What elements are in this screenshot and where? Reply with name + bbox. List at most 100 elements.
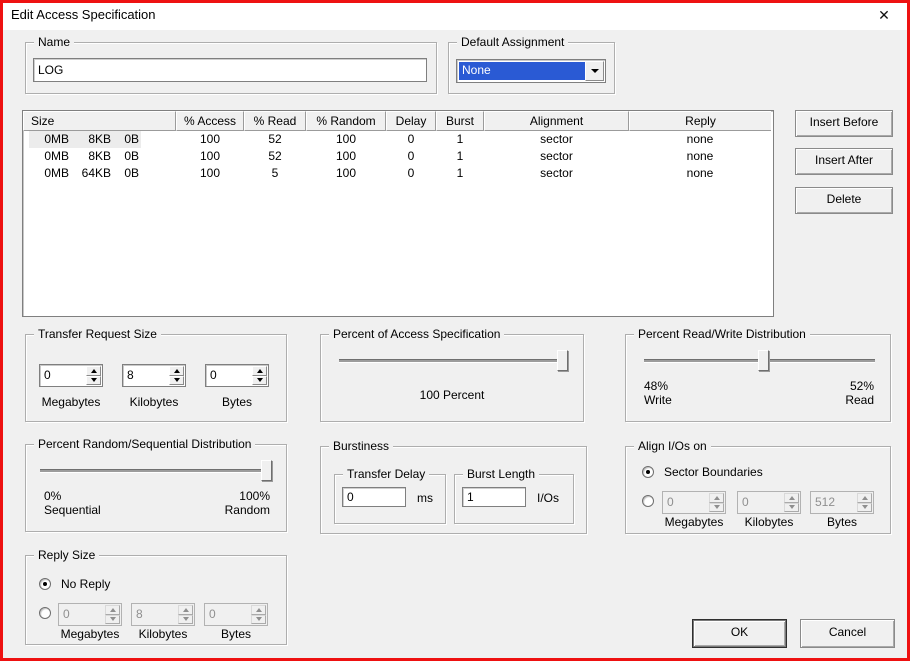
cell-size: 0MB 64KB 0B [44,166,139,180]
custom-reply-radio[interactable] [39,607,51,619]
transfer-request-size-group: Transfer Request Size 0 8 0 Megabytes Ki… [25,327,287,422]
cell-alignment: sector [540,166,573,180]
ok-button[interactable]: OK [692,619,787,648]
col-header-random[interactable]: % Random [306,111,386,131]
kilobytes-label: Kilobytes [138,627,188,641]
cancel-button[interactable]: Cancel [800,619,895,648]
burst-length-input[interactable] [462,487,526,507]
burstiness-label: Burstiness [329,439,394,453]
access-spec-table: Size % Access % Read % Random Delay Burs… [22,110,774,317]
insert-after-button[interactable]: Insert After [795,148,893,175]
slider-thumb[interactable] [261,460,272,481]
col-header-size[interactable]: Size [23,111,176,131]
cell-random: 100 [335,132,357,146]
cell-access: 100 [199,166,221,180]
spin-up-icon[interactable] [252,366,267,376]
megabytes-label: Megabytes [41,395,101,409]
reply-size-group: Reply Size No Reply 0 8 0 Megabytes [25,548,287,645]
burst-length-group: Burst Length I/Os [454,467,574,524]
table-row[interactable]: 0MB 8KB 0B 100 52 100 0 1 sector none [23,148,773,165]
spin-down-icon [784,502,799,512]
trs-bytes-spinner[interactable]: 0 [205,364,269,387]
close-icon[interactable]: ✕ [878,7,890,23]
table-row[interactable]: 0MB 64KB 0B 100 5 100 0 1 sector none [23,165,773,182]
spin-down-icon[interactable] [252,375,267,385]
megabytes-label: Megabytes [60,627,120,641]
custom-alignment-radio[interactable] [642,495,654,507]
spin-down-icon [251,614,266,624]
table-row[interactable]: 0MB 8KB 0B 100 52 100 0 1 sector none [23,131,773,148]
transfer-delay-label: Transfer Delay [343,467,430,481]
slider-track[interactable] [40,469,272,473]
random-sequential-label: Percent Random/Sequential Distribution [34,437,256,451]
sector-boundaries-radio[interactable] [642,466,654,478]
random-sequential-slider[interactable] [40,460,272,482]
slider-thumb[interactable] [557,350,568,371]
percent-access-caption: 100 Percent [419,388,485,402]
insert-before-button[interactable]: Insert Before [795,110,893,137]
cell-reply: none [686,132,714,146]
cell-delay: 0 [407,132,415,146]
transfer-request-size-label: Transfer Request Size [34,327,161,341]
slider-track[interactable] [339,359,568,363]
ios-unit-label: I/Os [537,491,560,505]
trs-megabytes-spinner[interactable]: 0 [39,364,103,387]
cell-size: 0MB 8KB 0B [23,131,176,148]
col-header-reply[interactable]: Reply [629,111,771,131]
spin-down-icon[interactable] [86,375,101,385]
col-header-burst[interactable]: Burst [436,111,484,131]
default-assignment-label: Default Assignment [457,35,569,49]
slider-thumb[interactable] [758,350,770,371]
ms-unit-label: ms [417,491,433,505]
transfer-delay-input[interactable] [342,487,406,507]
spin-up-icon[interactable] [86,366,101,376]
spin-up-icon [105,605,120,615]
trs-kilobytes-spinner[interactable]: 8 [122,364,186,387]
kilobytes-label: Kilobytes [129,395,179,409]
reply-bytes-spinner: 0 [204,603,268,626]
spin-up-icon[interactable] [169,366,184,376]
read-write-slider[interactable] [644,350,875,372]
col-header-delay[interactable]: Delay [386,111,436,131]
random-percentage: 100% Random [224,489,270,517]
spin-up-icon [857,493,872,503]
spin-up-icon [251,605,266,615]
cell-burst: 1 [456,166,464,180]
write-percentage: 48% Write [644,379,672,407]
burstiness-group: Burstiness Transfer Delay ms Burst Lengt… [320,439,587,534]
name-group-label: Name [34,35,75,49]
cell-access: 100 [199,132,221,146]
cell-burst: 1 [456,149,464,163]
burst-length-label: Burst Length [463,467,540,481]
align-ios-label: Align I/Os on [634,439,711,453]
chevron-down-icon [590,69,599,73]
table-header: Size % Access % Read % Random Delay Burs… [23,111,773,131]
align-ios-group: Align I/Os on Sector Boundaries 0 0 512 [625,439,891,534]
cell-random: 100 [335,166,357,180]
col-header-access[interactable]: % Access [176,111,244,131]
megabytes-label: Megabytes [664,515,724,529]
dropdown-arrow-button[interactable] [585,61,604,81]
spin-up-icon [709,493,724,503]
spin-down-icon [857,502,872,512]
no-reply-radio[interactable] [39,578,51,590]
col-header-alignment[interactable]: Alignment [484,111,629,131]
default-assignment-dropdown[interactable]: None [456,59,606,83]
align-megabytes-spinner: 0 [662,491,726,514]
delete-button[interactable]: Delete [795,187,893,214]
spin-down-icon[interactable] [169,375,184,385]
spin-up-icon [784,493,799,503]
read-write-label: Percent Read/Write Distribution [634,327,810,341]
cell-delay: 0 [407,149,415,163]
percent-access-slider[interactable] [339,350,568,372]
name-input[interactable] [33,58,427,82]
dropdown-selected-value: None [459,62,585,80]
cell-alignment: sector [540,132,573,146]
read-percentage: 52% Read [845,379,874,407]
read-write-distribution-group: Percent Read/Write Distribution 48% Write… [625,327,891,422]
spin-down-icon [709,502,724,512]
col-header-read[interactable]: % Read [244,111,306,131]
transfer-delay-group: Transfer Delay ms [334,467,446,524]
cell-random: 100 [335,149,357,163]
